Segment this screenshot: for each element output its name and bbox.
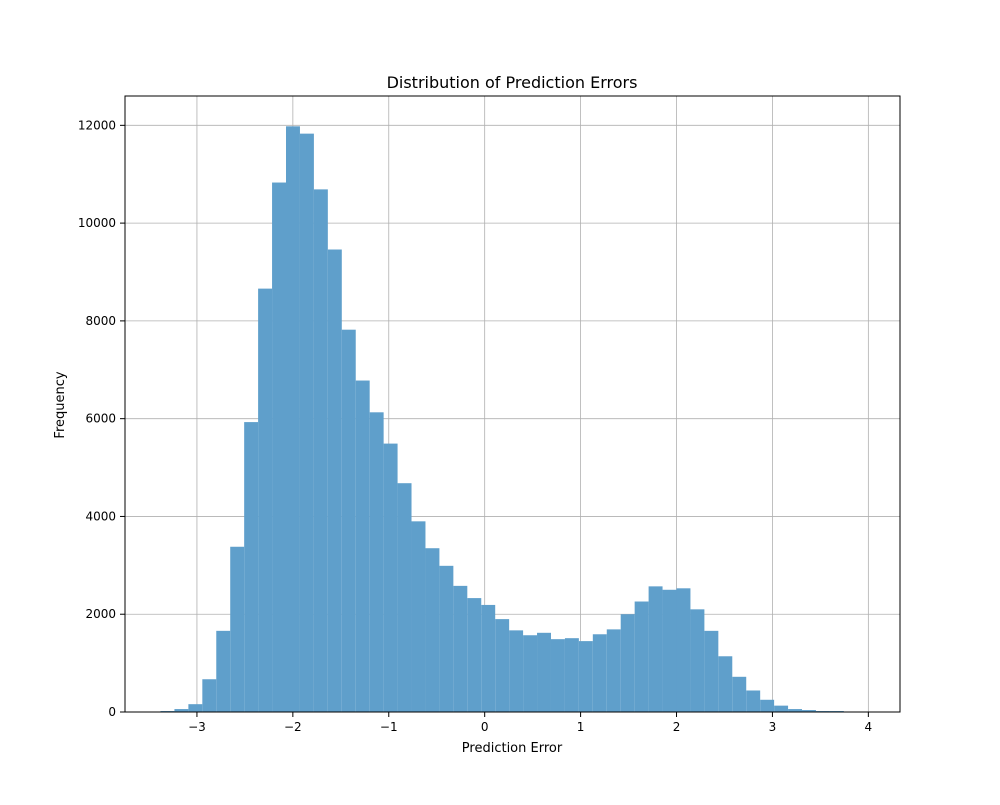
histogram-bar [341,329,356,712]
histogram-bar [495,619,510,712]
histogram-bar [383,443,398,712]
histogram-bar [634,601,649,712]
histogram-bar [718,656,733,712]
histogram-bar [397,483,412,712]
histogram-bar [202,679,217,712]
histogram-bar [272,182,287,713]
histogram-bar [564,638,579,712]
histogram-bar [467,598,482,712]
histogram-bar [760,699,775,712]
histogram-bar [550,639,565,712]
histogram-bar [578,641,593,712]
histogram-bar [411,521,426,712]
y-tick-label: 10000 [78,216,116,230]
y-tick-label: 8000 [85,314,116,328]
y-tick-label: 12000 [78,118,116,132]
y-tick-label: 4000 [85,509,116,523]
histogram-bar [299,133,314,713]
histogram-bar [690,609,705,712]
histogram-bar [592,634,607,712]
histogram-bar [774,705,789,712]
histogram-bar [369,412,384,712]
x-axis-label: Prediction Error [462,741,563,756]
y-tick-label: 6000 [85,412,116,426]
x-tick-label: 3 [769,720,777,734]
x-tick-label: 4 [865,720,873,734]
histogram-bar [676,588,691,712]
histogram-bar [481,604,496,712]
plot-frame [124,95,901,713]
histogram-bar [188,704,203,712]
y-axis-label: Frequency [53,371,68,438]
chart-title: Distribution of Prediction Errors [387,73,638,92]
histogram-bar [802,710,816,712]
histogram-bar [355,380,370,712]
histogram-bar [425,548,440,712]
y-tick-label: 2000 [85,607,116,621]
histogram-bar [732,676,747,712]
histogram-bar [788,709,803,712]
histogram-bar [439,565,454,712]
histogram-bar [662,589,677,712]
x-tick-label: −3 [188,720,206,734]
histogram-bar [230,546,245,712]
histogram-bar [537,632,551,712]
histogram-bar [746,690,761,712]
histogram-bar [258,288,273,712]
histogram-bar [286,126,300,713]
histogram-bar [523,635,538,712]
y-tick-label: 0 [108,705,116,719]
histogram-bar [174,709,189,712]
histogram-bar [509,630,524,712]
x-tick-label: 2 [673,720,681,734]
histogram-bar [244,422,259,712]
histogram-bar [704,630,719,712]
x-tick-label: 0 [481,720,489,734]
x-tick-label: −2 [284,720,302,734]
x-tick-label: −1 [380,720,398,734]
histogram-bar [453,585,468,712]
histogram-bar [313,189,328,712]
histogram-bar [606,629,621,712]
histogram-bars [160,126,844,713]
x-tick-label: 1 [577,720,585,734]
histogram-bar [216,630,231,712]
axis-ticks: −3 −2 −1 0 1 2 3 4 0 2000 4000 6000 8000 10000 12000 [78,118,872,734]
histogram-bar [327,249,342,712]
histogram-bar [620,614,635,712]
histogram-bar [648,586,663,712]
